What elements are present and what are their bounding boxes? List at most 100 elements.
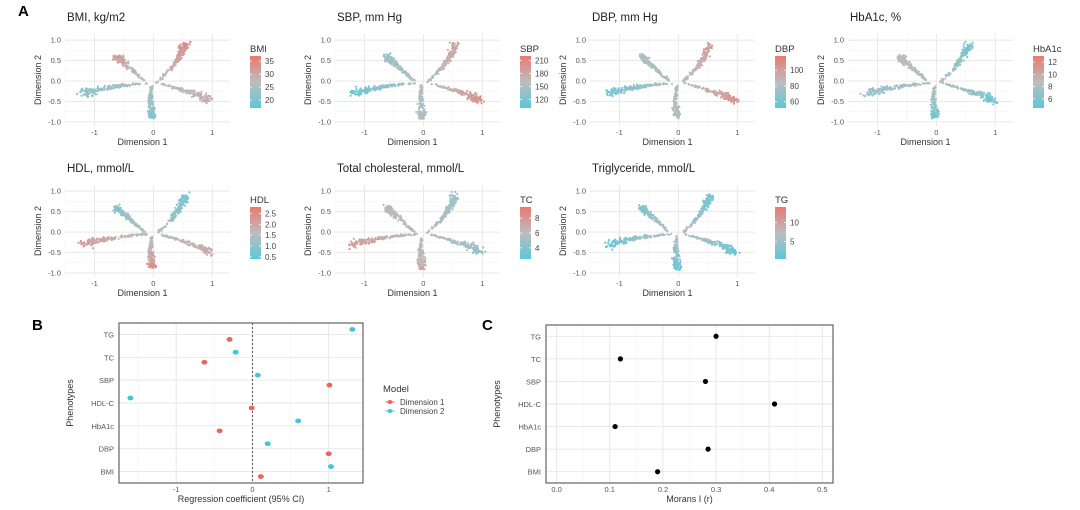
data-point: [117, 58, 120, 62]
data-point: [116, 58, 119, 61]
data-point: [188, 91, 191, 94]
data-point: [609, 93, 612, 96]
data-point: [470, 94, 473, 97]
panel-label-c: C: [482, 317, 493, 334]
data-point: [147, 102, 150, 105]
data-point: [702, 199, 705, 202]
data-point: [914, 70, 917, 74]
data-point: [896, 55, 899, 58]
data-point: [727, 96, 730, 99]
data-point: [976, 93, 979, 96]
data-point: [430, 83, 433, 86]
data-point: [971, 44, 974, 47]
data-point: [167, 219, 170, 222]
data-point: [180, 203, 183, 206]
data-point: [646, 83, 649, 86]
data-point: [383, 84, 386, 87]
data-point: [440, 220, 443, 223]
data-point: [172, 214, 175, 217]
data-point: [152, 116, 155, 119]
data-point: [653, 83, 657, 86]
data-point: [928, 82, 931, 85]
data-point: [658, 70, 661, 73]
data-point: [474, 100, 477, 103]
data-point: [648, 84, 651, 87]
data-point: [453, 42, 456, 45]
legend-title: HbA1c: [1033, 44, 1062, 55]
data-point: [451, 208, 454, 211]
data-point: [349, 90, 352, 94]
data-point: [177, 44, 181, 48]
data-point: [358, 91, 361, 94]
data-point: [166, 222, 169, 225]
data-point: [397, 83, 400, 86]
data-point: [446, 238, 449, 241]
data-point: [97, 241, 100, 244]
colorbar-tick-label: 20: [265, 96, 274, 105]
data-point: [355, 93, 358, 96]
data-point: [121, 58, 124, 61]
data-point: [422, 102, 425, 105]
data-point: [149, 251, 152, 255]
scatter-points: [349, 41, 486, 120]
data-point: [962, 59, 965, 62]
colorbar-tick-label: 1.5: [265, 231, 277, 240]
x-tick-label: 0: [421, 279, 425, 288]
data-point: [193, 94, 196, 97]
data-point: [985, 97, 988, 100]
data-point: [134, 233, 138, 236]
data-point: [124, 234, 127, 238]
data-point: [205, 253, 209, 256]
y-tick-label: -0.5: [48, 248, 61, 257]
data-point: [414, 232, 417, 236]
data-point: [444, 62, 447, 65]
data-point: [921, 82, 924, 85]
data-point: [394, 212, 397, 215]
y-tick-label: -1.0: [573, 268, 586, 277]
embedding-plot-tc: Total cholesteral, mmol/L-1 0 11.00.50.0-0…: [303, 163, 540, 298]
data-point: [394, 84, 397, 87]
colorbar-tick-label: 60: [790, 98, 799, 107]
data-point: [392, 60, 395, 63]
plot-title: SBP, mm Hg: [337, 12, 402, 24]
data-point: [685, 226, 688, 229]
data-point: [101, 238, 104, 241]
data-point: [936, 107, 939, 110]
data-point: [358, 94, 361, 97]
data-point: [210, 254, 213, 257]
data-point: [703, 203, 706, 206]
colorbar: [250, 207, 261, 259]
data-point: [413, 79, 416, 82]
data-point: [355, 85, 358, 88]
data-point: [956, 85, 959, 89]
data-point: [401, 235, 404, 238]
data-point: [437, 72, 440, 75]
data-point: [614, 93, 617, 96]
data-point: [902, 54, 906, 58]
data-point: [111, 58, 115, 61]
data-point: [457, 91, 460, 94]
x-tick-label: 0: [421, 128, 425, 137]
data-point: [126, 212, 129, 215]
y-tick-label: 1.0: [51, 36, 61, 45]
data-point: [388, 237, 391, 240]
data-point: [139, 233, 142, 236]
data-point: [863, 95, 867, 98]
data-point: [886, 88, 889, 91]
data-point: [964, 53, 968, 56]
y-tick-label: 0.0: [51, 228, 61, 237]
data-point: [185, 197, 188, 200]
data-point: [147, 114, 150, 117]
plot-title: HbA1c, %: [850, 12, 901, 24]
data-point: [451, 52, 454, 55]
data-point: [386, 210, 389, 213]
data-point: [708, 55, 712, 58]
data-point: [207, 95, 210, 98]
data-point: [973, 93, 976, 96]
data-point: [465, 244, 468, 247]
data-point: [706, 41, 710, 44]
data-point: [449, 197, 452, 200]
data-point: [148, 112, 151, 115]
data-point: [932, 114, 935, 117]
